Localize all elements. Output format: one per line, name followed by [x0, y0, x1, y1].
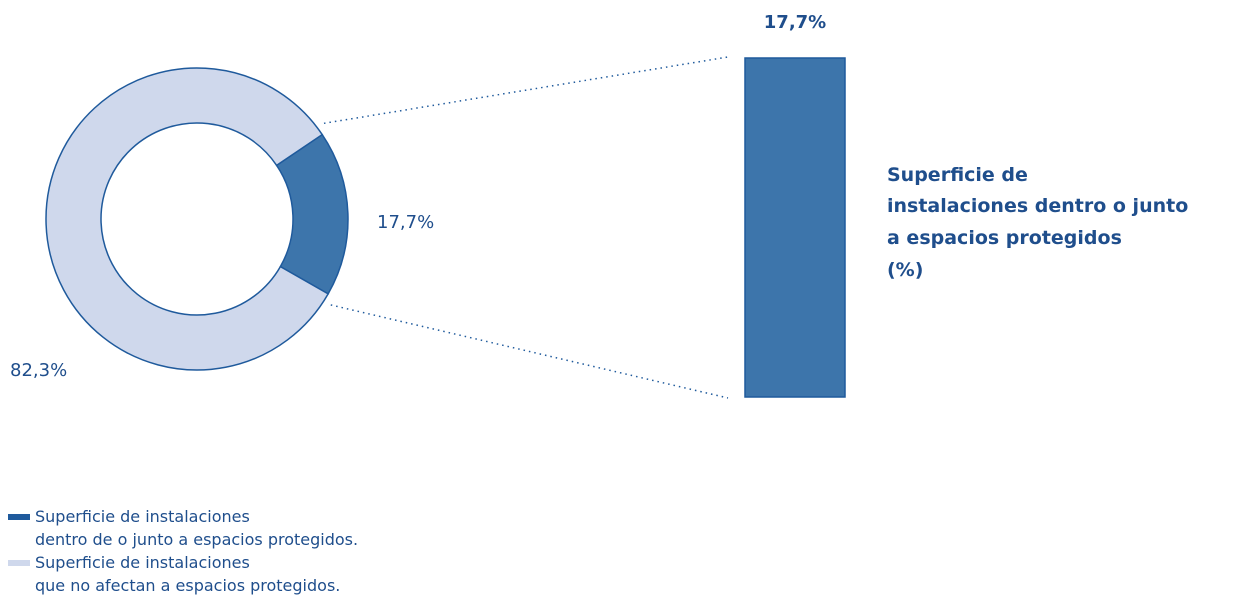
bar-title-line-2: instalaciones dentro o junto: [887, 195, 1188, 217]
connector-line-top: [323, 56, 729, 125]
bar-title-line-4: (%): [887, 259, 923, 281]
legend-text-line: dentro de o junto a espacios protegidos.: [35, 530, 359, 549]
legend-text-line: Superficie de instalaciones: [35, 553, 250, 572]
connector-lines: [323, 56, 729, 399]
donut-label-inside: 17,7%: [377, 212, 434, 233]
legend-swatch-protected: [8, 514, 30, 520]
chart-canvas: 17,7% 82,3% 17,7% Superficie de instalac…: [10, 12, 1188, 399]
connector-line-bottom: [330, 304, 729, 399]
legend-item-protected: Superficie de instalaciones dentro de o …: [8, 505, 358, 551]
legend-item-unaffected: Superficie de instalaciones que no afect…: [8, 551, 358, 597]
legend-text-line: que no afectan a espacios protegidos.: [35, 576, 341, 595]
bar-title: Superficie de instalaciones dentro o jun…: [887, 164, 1188, 281]
donut-slice-unaffected: [45, 67, 330, 371]
bar-segment: [744, 57, 846, 398]
bar-value-label: 17,7%: [764, 12, 826, 33]
donut-label-outside: 82,3%: [10, 360, 67, 381]
donut-chart: [45, 67, 349, 371]
legend: Superficie de instalaciones dentro de o …: [8, 505, 358, 597]
legend-text-line: Superficie de instalaciones: [35, 507, 250, 526]
bar-title-line-1: Superficie de: [887, 164, 1028, 186]
bar-title-line-3: a espacios protegidos: [887, 227, 1122, 249]
bar-chart: [744, 57, 846, 398]
legend-swatch-unaffected: [8, 560, 30, 566]
